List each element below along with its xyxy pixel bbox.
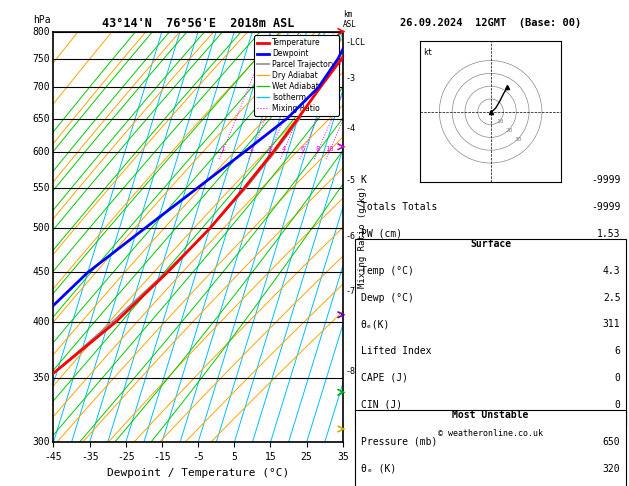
Text: 30: 30 xyxy=(515,137,522,142)
Text: 700: 700 xyxy=(32,83,50,92)
Text: 550: 550 xyxy=(32,184,50,193)
Text: 0: 0 xyxy=(615,399,620,410)
Text: kt: kt xyxy=(423,48,432,57)
Text: 2.5: 2.5 xyxy=(603,293,620,303)
Text: -9999: -9999 xyxy=(591,202,620,212)
Text: -9999: -9999 xyxy=(591,175,620,185)
Text: -7: -7 xyxy=(346,287,356,296)
Text: 650: 650 xyxy=(603,437,620,447)
Text: θₑ(K): θₑ(K) xyxy=(361,319,390,330)
Text: 800: 800 xyxy=(32,27,50,36)
X-axis label: Dewpoint / Temperature (°C): Dewpoint / Temperature (°C) xyxy=(107,468,289,478)
Text: 1.53: 1.53 xyxy=(597,229,620,239)
Text: 1: 1 xyxy=(220,146,225,152)
Text: 8: 8 xyxy=(315,146,320,152)
Text: Totals Totals: Totals Totals xyxy=(361,202,437,212)
Text: CIN (J): CIN (J) xyxy=(361,399,402,410)
Text: 500: 500 xyxy=(32,224,50,233)
Bar xyxy=(355,410,626,486)
Text: Temp (°C): Temp (°C) xyxy=(361,266,414,276)
Text: Most Unstable: Most Unstable xyxy=(452,410,529,420)
Legend: Temperature, Dewpoint, Parcel Trajectory, Dry Adiabat, Wet Adiabat, Isotherm, Mi: Temperature, Dewpoint, Parcel Trajectory… xyxy=(254,35,339,116)
Text: 311: 311 xyxy=(603,319,620,330)
Text: 300: 300 xyxy=(32,437,50,447)
Text: km
ASL: km ASL xyxy=(343,10,357,29)
Text: 3: 3 xyxy=(268,146,272,152)
Text: 4: 4 xyxy=(281,146,286,152)
Text: 10: 10 xyxy=(325,146,333,152)
Text: -4: -4 xyxy=(346,124,356,133)
Text: -3: -3 xyxy=(346,74,356,83)
Text: 0: 0 xyxy=(615,373,620,383)
Text: 4.3: 4.3 xyxy=(603,266,620,276)
Text: 6: 6 xyxy=(615,346,620,356)
Text: Mixing Ratio (g/kg): Mixing Ratio (g/kg) xyxy=(359,186,367,288)
Bar xyxy=(355,240,626,426)
Text: 400: 400 xyxy=(32,317,50,327)
Title: 43°14'N  76°56'E  2018m ASL: 43°14'N 76°56'E 2018m ASL xyxy=(102,17,294,31)
Text: 450: 450 xyxy=(32,267,50,278)
Text: 2: 2 xyxy=(250,146,254,152)
Text: Pressure (mb): Pressure (mb) xyxy=(361,437,437,447)
Text: -6: -6 xyxy=(346,232,356,242)
Text: θₑ (K): θₑ (K) xyxy=(361,464,396,474)
Text: PW (cm): PW (cm) xyxy=(361,229,402,239)
Text: Surface: Surface xyxy=(470,240,511,249)
Text: Dewp (°C): Dewp (°C) xyxy=(361,293,414,303)
Text: © weatheronline.co.uk: © weatheronline.co.uk xyxy=(438,429,543,438)
Text: CAPE (J): CAPE (J) xyxy=(361,373,408,383)
Text: K: K xyxy=(361,175,367,185)
Text: 350: 350 xyxy=(32,373,50,382)
Text: 750: 750 xyxy=(32,53,50,64)
Text: 600: 600 xyxy=(32,147,50,157)
Text: -8: -8 xyxy=(346,367,356,376)
Text: -5: -5 xyxy=(346,176,356,186)
Text: -LCL: -LCL xyxy=(346,38,366,47)
Text: 20: 20 xyxy=(505,128,513,133)
Text: hPa: hPa xyxy=(33,16,51,25)
Text: 320: 320 xyxy=(603,464,620,474)
Text: 650: 650 xyxy=(32,114,50,123)
Text: Lifted Index: Lifted Index xyxy=(361,346,431,356)
Text: 6: 6 xyxy=(301,146,305,152)
Title: 26.09.2024  12GMT  (Base: 00): 26.09.2024 12GMT (Base: 00) xyxy=(400,18,581,28)
Text: 10: 10 xyxy=(496,119,504,123)
